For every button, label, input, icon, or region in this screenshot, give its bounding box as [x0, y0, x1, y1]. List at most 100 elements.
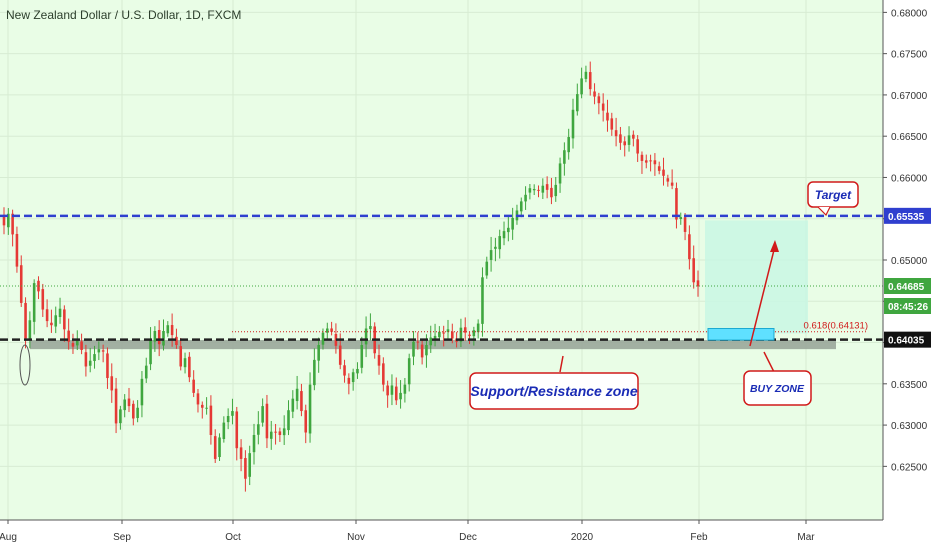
x-tick-label: Mar — [797, 532, 815, 543]
candle-body — [295, 388, 299, 402]
candle-body — [205, 407, 208, 409]
candle-body — [451, 331, 454, 339]
candle-body — [101, 350, 105, 352]
candle-body — [63, 309, 66, 330]
support-resistance-zone — [30, 340, 836, 350]
candle-body — [239, 447, 243, 459]
candle-body — [369, 326, 372, 330]
candle-body — [308, 384, 312, 434]
candle-body — [80, 341, 83, 350]
candle-body — [537, 189, 540, 191]
candle-body — [75, 340, 79, 346]
candle-body — [636, 139, 639, 154]
candle-body — [688, 234, 691, 260]
target-zone — [705, 220, 808, 334]
y-tick-label: 0.67000 — [891, 91, 928, 102]
candle-body — [554, 184, 558, 197]
candle-body — [360, 345, 364, 368]
candle-body — [356, 368, 359, 374]
candle-body — [330, 328, 333, 332]
support-resistance-label: Support/Resistance zone — [470, 383, 637, 399]
candle-body — [640, 154, 644, 161]
candle-body — [15, 233, 19, 267]
candle-body — [588, 72, 592, 90]
candle-body — [110, 376, 114, 391]
candle-body — [485, 261, 489, 276]
candle-body — [235, 411, 239, 449]
candle-body — [153, 330, 157, 342]
candle-body — [541, 185, 545, 193]
candle-body — [502, 231, 506, 239]
candle-body — [209, 405, 213, 435]
target-arrow — [749, 245, 776, 347]
x-tick-label: Aug — [0, 532, 17, 543]
candle-body — [683, 217, 687, 232]
candle-body — [244, 458, 247, 479]
candles — [2, 61, 700, 492]
candle-body — [519, 201, 523, 212]
candle-body — [218, 437, 221, 458]
candle-body — [377, 355, 381, 366]
y-tick-label: 0.66500 — [891, 132, 928, 143]
candle-body — [468, 334, 471, 336]
candle-body — [438, 331, 441, 338]
candle-body — [287, 410, 290, 431]
candle-body — [123, 399, 126, 411]
x-tick-label: Nov — [347, 532, 365, 543]
candle-body — [67, 330, 70, 342]
candle-body — [584, 71, 588, 79]
candle-body — [412, 341, 415, 357]
target-callout-box — [807, 181, 859, 208]
candle-body — [300, 391, 303, 412]
candle-body — [183, 358, 187, 368]
candle-body — [252, 434, 256, 453]
candle-body — [106, 353, 109, 379]
buy-zone-arrow — [763, 351, 775, 373]
candle-body — [403, 384, 407, 394]
candle-body — [386, 385, 389, 396]
candle-body — [653, 160, 657, 165]
support-callout-box — [469, 372, 639, 410]
candle-body — [390, 385, 394, 395]
candle-body — [278, 431, 282, 435]
candle-body — [41, 289, 45, 310]
candle-body — [24, 302, 27, 339]
candle-body — [19, 265, 23, 303]
candle-body — [407, 358, 411, 385]
candle-body — [175, 336, 178, 346]
y-tick-label: 0.65000 — [891, 256, 928, 267]
candle-body — [317, 345, 320, 361]
candle-body — [265, 403, 269, 439]
candle-body — [45, 309, 49, 322]
candle-body — [494, 246, 497, 249]
candle-body — [334, 333, 338, 346]
support-arrow — [559, 355, 564, 373]
candle-body — [563, 150, 566, 164]
candle-body — [433, 335, 437, 340]
candle-body — [2, 215, 6, 226]
candle-body — [364, 328, 368, 345]
candle-body — [507, 227, 510, 233]
candle-body — [140, 378, 144, 406]
candle-body — [132, 403, 135, 419]
price-label-bg-resistance — [884, 207, 931, 224]
highlight-ellipse — [19, 344, 31, 386]
candle-body — [162, 330, 165, 346]
candle-body — [231, 411, 234, 416]
candle-body — [7, 213, 10, 228]
candle-body — [679, 217, 683, 220]
price-label-last: 0.64685 — [888, 282, 925, 293]
candle-body — [666, 178, 670, 182]
candle-body — [343, 365, 346, 376]
candle-body — [338, 345, 342, 365]
candle-body — [261, 406, 264, 423]
candle-body — [248, 453, 251, 477]
candle-body — [619, 134, 622, 143]
candle-body — [472, 330, 476, 337]
candle-body — [222, 422, 226, 440]
candle-body — [675, 188, 678, 220]
candle-body — [11, 213, 14, 235]
candle-body — [54, 315, 58, 327]
candle-body — [282, 428, 286, 436]
